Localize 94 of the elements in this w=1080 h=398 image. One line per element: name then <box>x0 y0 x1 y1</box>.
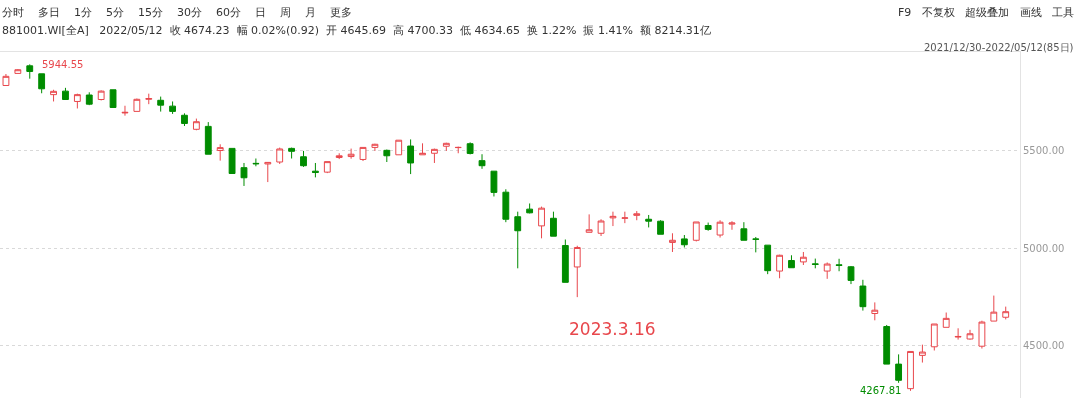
candlestick <box>228 147 236 174</box>
candlestick <box>490 170 498 197</box>
candlestick <box>764 244 772 275</box>
candlestick <box>240 162 248 187</box>
text: 分时 多日 1分 5分 15分 30分 60分 日 周 月 更多 <box>2 6 352 19</box>
candlestick <box>621 211 629 224</box>
candlestick <box>609 211 617 227</box>
candlestick <box>669 232 676 253</box>
candlestick <box>883 324 891 365</box>
candlestick <box>204 121 212 155</box>
candlestick <box>859 279 867 312</box>
y-tick-label: 4500.00 <box>1023 340 1065 352</box>
candlestick <box>752 236 760 253</box>
candlestick <box>121 105 129 117</box>
candlestick <box>395 139 403 156</box>
candlestick <box>264 161 272 183</box>
candlestick <box>526 202 534 214</box>
candlestick <box>133 98 141 112</box>
candlestick <box>62 87 69 101</box>
candlestick <box>109 89 117 108</box>
text: F9 不复权 超级叠加 画线 工具 <box>898 6 1075 19</box>
candlestick <box>597 218 605 237</box>
candlestick <box>966 329 974 341</box>
candlestick <box>538 206 545 239</box>
candlestick <box>788 254 795 269</box>
candlestick <box>776 254 783 279</box>
candlestick <box>990 295 998 322</box>
candlestick <box>550 211 557 237</box>
candlestick <box>300 150 307 168</box>
candlestick <box>811 258 819 269</box>
candlestick <box>954 327 962 341</box>
candlestick <box>704 222 712 232</box>
candlestick <box>585 213 593 233</box>
candlestick <box>14 68 22 74</box>
candlestick <box>26 63 34 80</box>
candlestick <box>359 146 367 162</box>
candlestick <box>288 147 296 160</box>
candlestick <box>514 211 522 269</box>
candlestick <box>692 221 700 242</box>
candlestick <box>347 148 355 160</box>
candlestick <box>431 148 438 164</box>
chart-title: 881001.WI[全A] 2022/05/12 收 4674.23 幅 0.02%(0.92) 开 4645.69 高 4700.33 低 4634.65 换 1.22% 振 1.41% 额 8214.31亿 <box>2 24 711 37</box>
candlestick <box>907 350 914 392</box>
candlestick <box>835 258 843 272</box>
annotation: 5944.55 <box>42 59 84 70</box>
candlestick <box>978 320 986 350</box>
candlestick <box>740 221 748 241</box>
candlestick <box>502 188 510 223</box>
candlestick <box>561 239 569 283</box>
candlestick <box>680 234 688 248</box>
candlestick <box>847 265 855 285</box>
candlestick <box>335 152 343 160</box>
candlestick <box>50 89 57 102</box>
candlestick <box>442 142 450 152</box>
candlestick <box>930 323 938 351</box>
candlestick <box>799 251 807 266</box>
candlestick <box>918 344 926 364</box>
candlestick <box>97 89 105 101</box>
candlestick <box>73 93 81 109</box>
candlestick <box>169 100 176 115</box>
candlestick <box>478 153 486 170</box>
candlestick <box>823 261 831 280</box>
y-tick-label: 5500.00 <box>1023 145 1065 157</box>
candlestick <box>383 149 391 163</box>
candlestick <box>466 141 474 155</box>
candlestick <box>311 162 319 178</box>
candlestick <box>645 214 653 228</box>
annotation: 2021/12/30-2022/05/12(85日) <box>924 42 1074 53</box>
candlestick <box>145 93 153 105</box>
candlestick <box>633 210 641 221</box>
candlestick <box>728 220 736 231</box>
candlestick <box>942 312 950 328</box>
candlestick <box>716 219 724 239</box>
candlestick <box>454 146 462 154</box>
candlestick <box>1002 306 1010 320</box>
candlestick <box>419 142 426 156</box>
candlestick <box>407 138 415 175</box>
candlestick <box>252 158 260 167</box>
candlestick <box>573 245 581 298</box>
candlestick <box>157 96 165 113</box>
annotation: 2023.3.16 <box>569 319 656 339</box>
candlestick <box>323 161 331 174</box>
candlestick <box>276 147 284 165</box>
candlestick <box>895 353 903 384</box>
candlestick <box>181 112 188 127</box>
annotation: 4267.81 <box>860 385 902 396</box>
candlestick <box>192 118 200 131</box>
candlestick <box>216 143 224 162</box>
candlestick <box>38 73 46 94</box>
y-tick-label: 5000.00 <box>1023 242 1065 254</box>
candlestick <box>85 91 93 106</box>
candlestick <box>871 301 879 321</box>
candlestick <box>657 219 664 235</box>
candlestick <box>371 143 379 152</box>
